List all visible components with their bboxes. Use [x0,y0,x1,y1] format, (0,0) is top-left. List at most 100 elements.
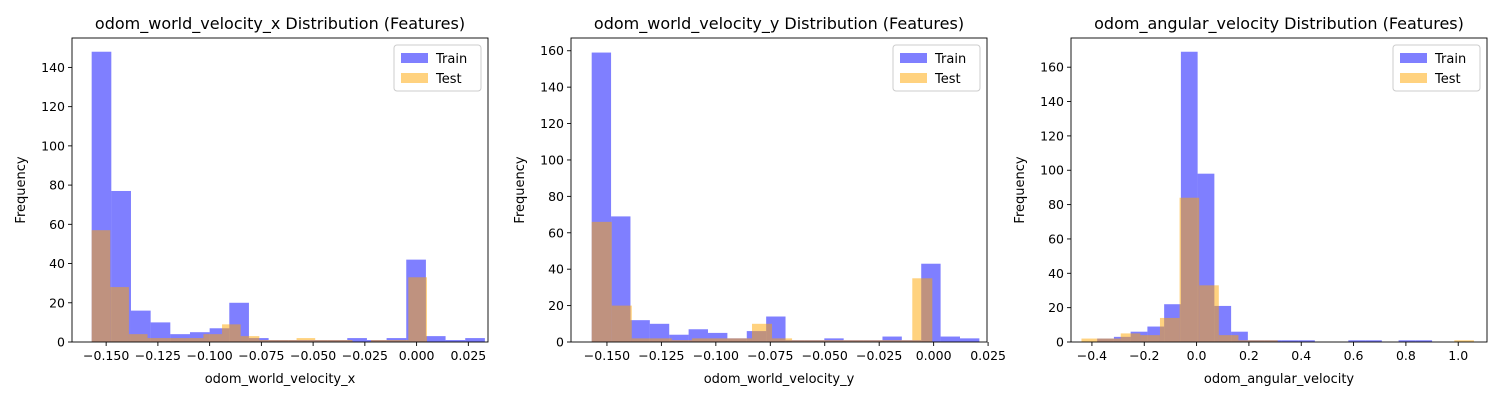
train-bar [669,334,689,342]
y-tick-label: 120 [1040,128,1064,143]
x-tick-label: −0.025 [856,348,902,363]
test-bar [691,338,712,342]
test-bar [751,323,773,342]
test-bar [184,338,204,342]
y-tick-label: 100 [1040,163,1064,178]
test-bar [832,340,853,342]
x-tick-label: 1.0 [1448,348,1468,363]
x-tick-label: −0.075 [747,348,793,363]
x-tick-label: 0.000 [916,348,952,363]
test-bar [1454,340,1474,342]
train-bar [189,332,210,342]
y-axis-label: Frequency [513,156,528,223]
train-bar [1415,340,1433,342]
legend-swatch-test [401,73,428,83]
series-train [1097,51,1433,343]
legend-label-train: Train [1434,52,1466,67]
legend-swatch-train [401,53,428,63]
test-bar [222,324,241,342]
train-bar [465,338,485,342]
x-tick-label: 0.025 [450,348,486,363]
series-test [591,221,933,342]
chart-title: odom_world_velocity_x Distribution (Feat… [95,14,465,34]
y-tick-label: 40 [49,256,65,271]
x-tick-label: −0.050 [290,348,336,363]
x-tick-label: 0.0 [1187,348,1207,363]
test-bar [240,336,260,342]
test-bar [1179,197,1200,342]
y-axis-label: Frequency [14,156,29,223]
axes-frame [1070,37,1488,343]
y-tick-label: 100 [41,138,65,153]
test-bar [259,340,278,342]
x-tick-label: 0.6 [1344,348,1364,363]
legend-swatch-train [900,53,927,63]
legend-label-test: Test [435,72,462,87]
x-tick-label: −0.125 [135,348,181,363]
train-bar [1281,340,1299,342]
y-tick-label: 160 [1040,60,1064,75]
test-bar [371,340,390,342]
test-bar [772,338,793,342]
test-bar [296,338,316,342]
legend-label-test: Test [1434,72,1461,87]
train-bar [1398,340,1416,342]
test-bar [591,221,612,342]
test-bar [1159,317,1180,342]
train-bar [940,336,960,342]
test-bar [792,340,813,342]
test-bar [1081,338,1102,342]
test-bar [315,340,334,342]
axes-frame [570,37,988,343]
x-tick-label: −0.075 [238,348,284,363]
x-axis-label: odom_world_velocity_y [704,372,855,387]
y-tick-label: 20 [49,295,65,310]
test-bar [651,338,672,342]
x-tick-label: 0.2 [1239,348,1259,363]
legend-swatch-train [1400,53,1427,63]
test-bar [166,338,185,342]
legend-label-train: Train [934,52,966,67]
train-bar [882,336,902,342]
test-bar [812,340,833,342]
test-bar [128,334,148,342]
legend-label-train: Train [435,52,467,67]
y-tick-label: 0 [1056,335,1064,350]
y-tick-label: 20 [548,298,564,313]
test-bar [912,278,933,342]
test-bar [408,277,427,342]
train-bar [1348,340,1366,342]
x-axis-label: odom_world_velocity_x [205,372,356,387]
test-bar [872,340,893,342]
train-bar [386,338,407,342]
train-bar [150,322,171,342]
test-bar [110,287,129,342]
x-tick-label: 0.000 [399,348,435,363]
x-tick-label: −0.4 [1077,348,1107,363]
series-test [1081,197,1474,342]
chart-title: odom_world_velocity_y Distribution (Feat… [594,14,964,34]
train-bar [170,334,190,342]
y-tick-label: 100 [540,152,564,167]
test-bar [892,340,913,342]
x-tick-label: −0.150 [83,348,129,363]
y-tick-label: 80 [49,178,65,193]
test-bar [147,338,167,342]
train-bar [959,338,980,342]
test-bar [1218,335,1239,342]
train-bar [425,336,446,342]
train-bar [445,340,466,342]
y-tick-label: 120 [41,99,65,114]
y-tick-label: 140 [540,80,564,95]
legend-swatch-test [900,73,927,83]
y-tick-label: 140 [1040,94,1064,109]
y-tick-label: 140 [41,60,65,75]
train-bar [1298,340,1315,342]
test-bar [333,340,353,342]
x-tick-label: −0.100 [693,348,739,363]
x-tick-label: −0.025 [342,348,388,363]
y-tick-label: 40 [548,262,564,277]
series-test [91,230,427,342]
test-bar [631,338,652,342]
test-bar [671,340,692,342]
